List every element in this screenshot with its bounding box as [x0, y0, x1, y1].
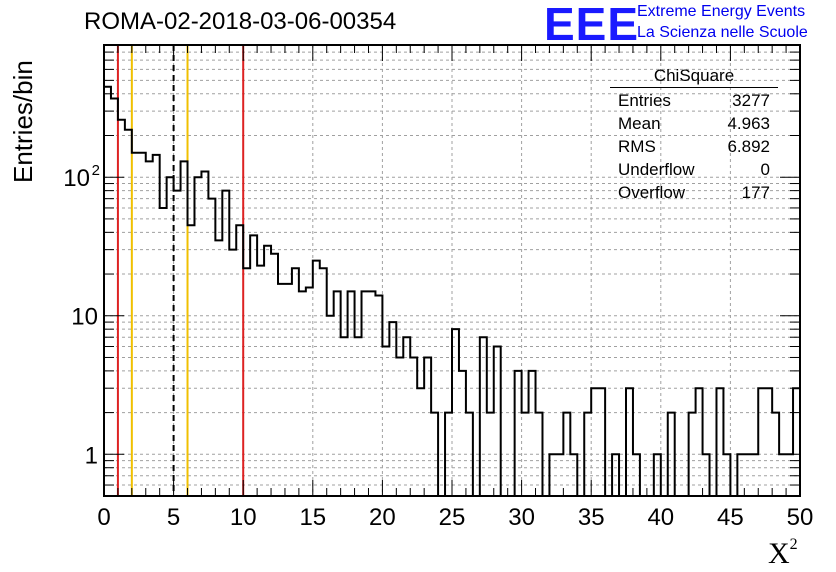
plot-title: ROMA-02-2018-03-06-00354 — [84, 8, 397, 35]
stats-value: 177 — [741, 183, 770, 202]
stats-title: ChiSquare — [610, 66, 778, 88]
x-tick-label: 25 — [439, 504, 466, 531]
reference-lines — [116, 45, 245, 496]
stats-label: Entries — [618, 91, 671, 110]
x-tick-label: 30 — [508, 504, 535, 531]
stats-label: Overflow — [618, 183, 686, 202]
y-tick-label: 1 — [85, 442, 98, 469]
x-tick-label: 50 — [787, 504, 814, 531]
stats-value: 6.892 — [727, 137, 770, 156]
x-tick-label: 20 — [369, 504, 396, 531]
stats-box: ChiSquare Entries 3277 Mean 4.963 RMS 6.892… — [610, 66, 778, 204]
x-tick-label: 35 — [578, 504, 605, 531]
stats-row-rms: RMS 6.892 — [610, 135, 778, 158]
x-axis-label-superscript: 2 — [789, 536, 798, 553]
x-tick-label: 40 — [647, 504, 674, 531]
stats-value: 3277 — [732, 91, 770, 110]
eee-logo: EEE — [544, 0, 640, 50]
stats-value: 4.963 — [727, 114, 770, 133]
y-tick-label: 10 — [71, 304, 98, 331]
logo-line-1: Extreme Energy Events — [637, 3, 806, 20]
x-tick-label: 0 — [97, 504, 110, 531]
x-tick-label: 5 — [167, 504, 180, 531]
stats-label: Underflow — [618, 160, 695, 179]
stats-value: 0 — [760, 160, 770, 179]
x-axis-label-base: X — [768, 537, 790, 570]
stats-row-underflow: Underflow 0 — [610, 158, 778, 181]
y-tick-label: 10 — [63, 165, 90, 192]
x-tick-labels: 0 5 10 15 20 25 30 35 40 45 50 — [97, 504, 813, 531]
x-tick-label: 45 — [717, 504, 744, 531]
x-axis-label: X2 — [768, 536, 798, 571]
x-tick-label: 15 — [299, 504, 326, 531]
axis-ticks — [103, 44, 801, 497]
y-axis-label: Entries/bin — [8, 60, 38, 183]
y-tick-label-exponent: 2 — [92, 162, 100, 179]
stats-row-entries: Entries 3277 — [610, 89, 778, 112]
stats-row-overflow: Overflow 177 — [610, 181, 778, 204]
stats-row-mean: Mean 4.963 — [610, 112, 778, 135]
stats-label: Mean — [618, 114, 661, 133]
stats-label: RMS — [618, 137, 656, 156]
x-tick-label: 10 — [230, 504, 257, 531]
logo-line-2: La Scienza nelle Scuole — [637, 24, 808, 41]
